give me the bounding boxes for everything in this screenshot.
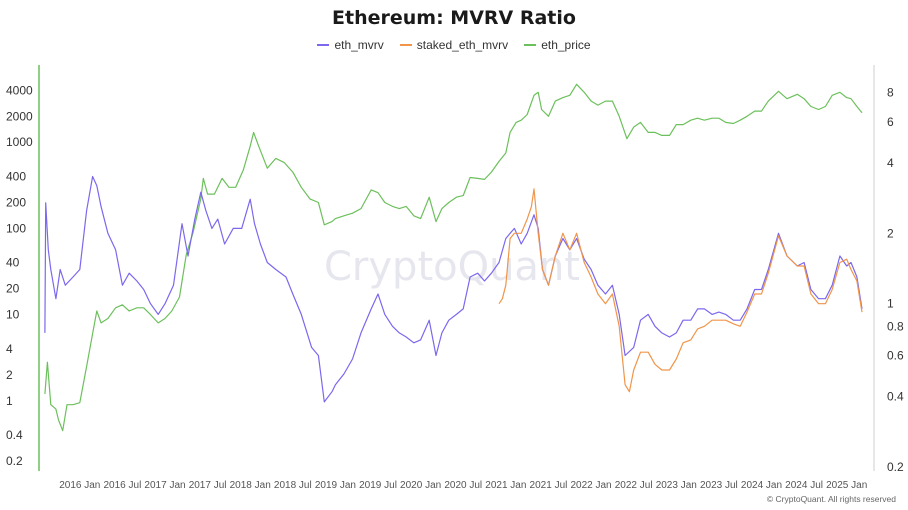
x-tick-label: 2021 Jul	[530, 480, 568, 491]
x-tick-label: 2023 Jan	[656, 480, 697, 491]
left-tick-label: 0.2	[6, 454, 23, 468]
x-tick-label: 2017 Jul	[189, 480, 227, 491]
copyright-notice: © CryptoQuant. All rights reserved	[766, 494, 896, 504]
chart-title: Ethereum: MVRV Ratio	[332, 7, 576, 29]
x-tick-label: 2025 Jan	[826, 480, 867, 491]
right-tick-label: 0.2	[887, 460, 904, 474]
series-line-eth-price	[44, 83, 863, 432]
left-tick-label: 4	[6, 342, 13, 356]
right-tick-label: 0.4	[887, 390, 904, 404]
series-lines	[44, 83, 863, 432]
legend: eth_mvrv staked_eth_mvrv eth_price	[0, 38, 908, 52]
x-tick-label: 2017 Jan	[144, 480, 185, 491]
left-tick-label: 20	[6, 282, 20, 296]
right-tick-label: 0.6	[887, 349, 904, 363]
x-tick-label: 2024 Jul	[785, 480, 823, 491]
legend-swatch-staked-eth-mvrv	[399, 44, 412, 46]
left-tick-label: 0.4	[6, 428, 23, 442]
x-tick-label: 2022 Jul	[615, 480, 653, 491]
series-line-staked-eth-mvrv	[498, 188, 863, 393]
legend-item-eth-mvrv[interactable]: eth_mvrv	[317, 38, 384, 52]
x-tick-label: 2020 Jul	[444, 480, 482, 491]
left-tick-label: 1	[6, 394, 13, 408]
left-tick-label: 40	[6, 256, 20, 270]
x-tick-label: 2022 Jan	[570, 480, 611, 491]
right-tick-label: 6	[887, 115, 894, 129]
x-tick-label: 2018 Jan	[230, 480, 271, 491]
left-tick-label: 2	[6, 368, 13, 382]
right-axis-ticks: 8 6 4 2 1 0.8 0.6 0.4 0.2	[887, 86, 904, 474]
left-tick-label: 400	[6, 170, 26, 184]
left-tick-label: 200	[6, 195, 26, 209]
legend-label-eth-mvrv: eth_mvrv	[334, 38, 384, 52]
legend-swatch-eth-mvrv	[317, 44, 330, 46]
legend-item-staked-eth-mvrv[interactable]: staked_eth_mvrv	[399, 38, 509, 52]
legend-label-eth-price: eth_price	[541, 38, 591, 52]
right-tick-label: 8	[887, 86, 894, 100]
x-tick-label: 2018 Jul	[274, 480, 312, 491]
legend-label-staked-eth-mvrv: staked_eth_mvrv	[416, 38, 509, 52]
right-tick-label: 2	[887, 226, 894, 240]
left-axis-ticks: 4000 2000 1000 400 200 100 40 20 10 4 2 1 0.4 0.2	[6, 83, 33, 468]
series-line-eth-mvrv	[44, 175, 863, 403]
right-tick-label: 0.8	[887, 319, 904, 333]
x-tick-label: 2023 Jul	[700, 480, 738, 491]
x-tick-label: 2019 Jan	[315, 480, 356, 491]
x-tick-label: 2020 Jan	[400, 480, 441, 491]
x-tick-label: 2016 Jul	[103, 480, 141, 491]
legend-item-eth-price[interactable]: eth_price	[524, 38, 591, 52]
left-tick-label: 4000	[6, 83, 33, 97]
legend-swatch-eth-price	[524, 44, 537, 46]
x-tick-label: 2021 Jan	[485, 480, 526, 491]
left-tick-label: 1000	[6, 135, 33, 149]
left-tick-label: 2000	[6, 109, 33, 123]
right-tick-label: 1	[887, 297, 894, 311]
x-tick-label: 2016 Jan	[59, 480, 100, 491]
right-tick-label: 4	[887, 156, 894, 170]
left-tick-label: 10	[6, 308, 20, 322]
x-axis-ticks: 2016 Jan 2016 Jul 2017 Jan 2017 Jul 2018 Jan…	[59, 480, 867, 491]
left-tick-label: 100	[6, 221, 26, 235]
x-tick-label: 2024 Jan	[741, 480, 782, 491]
watermark: CryptoQuant	[324, 244, 580, 290]
x-tick-label: 2019 Jul	[359, 480, 397, 491]
